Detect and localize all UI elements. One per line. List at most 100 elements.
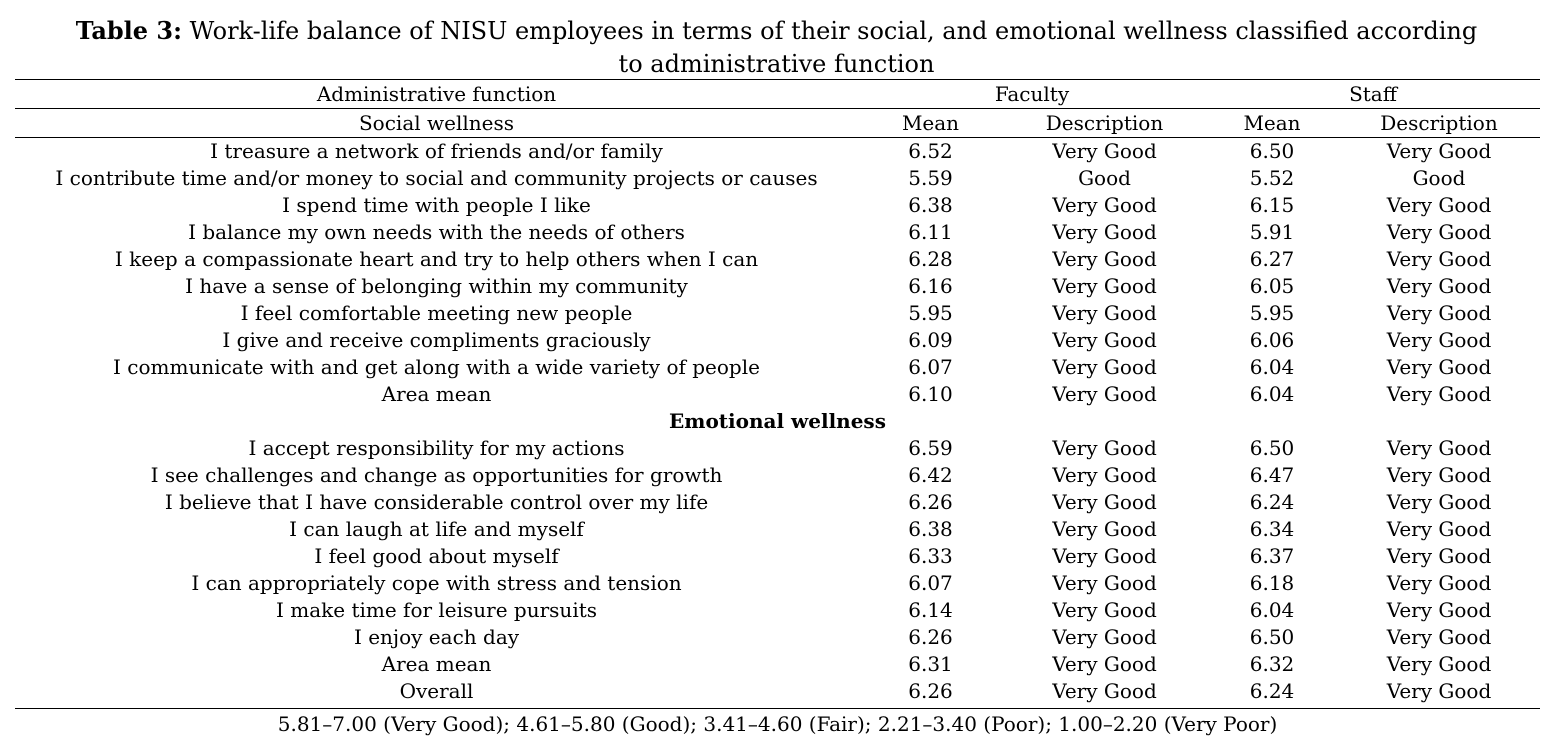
header-staff-description: Description xyxy=(1380,111,1498,135)
faculty-description: Very Good xyxy=(1052,517,1157,541)
staff-mean: 6.24 xyxy=(1249,490,1295,514)
staff-mean: 6.04 xyxy=(1249,598,1295,622)
staff-description: Very Good xyxy=(1386,274,1492,298)
staff-description: Very Good xyxy=(1386,328,1492,352)
faculty-mean: 6.28 xyxy=(908,247,953,271)
row-item: Area mean xyxy=(381,382,492,406)
faculty-mean: 6.38 xyxy=(908,193,953,217)
table-caption: Table 3: Work-life balance of NISU emplo… xyxy=(60,14,1493,81)
staff-mean: 5.95 xyxy=(1249,301,1295,325)
header-mid-rule xyxy=(15,108,1540,109)
faculty-mean: 6.26 xyxy=(908,625,953,649)
table-footnote: 5.81–7.00 (Very Good); 4.61–5.80 (Good);… xyxy=(277,712,1278,736)
header-staff: Staff xyxy=(1349,82,1397,106)
faculty-description: Very Good xyxy=(1052,355,1157,379)
faculty-description: Very Good xyxy=(1052,139,1157,163)
faculty-description: Very Good xyxy=(1052,274,1157,298)
faculty-description: Very Good xyxy=(1052,436,1157,460)
faculty-description: Very Good xyxy=(1052,598,1157,622)
faculty-description: Very Good xyxy=(1052,247,1157,271)
faculty-mean: 6.31 xyxy=(908,652,953,676)
staff-description: Very Good xyxy=(1386,679,1492,703)
faculty-description: Very Good xyxy=(1052,679,1157,703)
table-top-rule xyxy=(15,79,1540,80)
faculty-mean: 6.07 xyxy=(908,355,953,379)
staff-mean: 6.37 xyxy=(1249,544,1295,568)
faculty-mean: 6.09 xyxy=(908,328,953,352)
faculty-description: Good xyxy=(1078,166,1131,190)
staff-mean: 6.05 xyxy=(1249,274,1295,298)
faculty-description: Very Good xyxy=(1052,328,1157,352)
table-row: I can appropriately cope with stress and… xyxy=(15,570,1540,597)
faculty-mean: 6.16 xyxy=(908,274,953,298)
row-item: I can appropriately cope with stress and… xyxy=(191,571,682,595)
row-item: I communicate with and get along with a … xyxy=(113,355,760,379)
staff-mean: 6.50 xyxy=(1249,625,1295,649)
faculty-mean: 6.26 xyxy=(908,490,953,514)
staff-description: Very Good xyxy=(1386,544,1492,568)
staff-description: Very Good xyxy=(1386,517,1492,541)
faculty-mean: 6.33 xyxy=(908,544,953,568)
table-row: I balance my own needs with the needs of… xyxy=(15,219,1540,246)
row-item: I balance my own needs with the needs of… xyxy=(188,220,685,244)
emotional-wellness-heading: Emotional wellness xyxy=(669,409,886,433)
faculty-mean: 6.11 xyxy=(908,220,953,244)
table-row: Area mean 6.10 Very Good 6.04 Very Good xyxy=(15,381,1540,408)
staff-mean: 6.47 xyxy=(1249,463,1295,487)
table-row: I believe that I have considerable contr… xyxy=(15,489,1540,516)
staff-description: Very Good xyxy=(1386,598,1492,622)
table-caption-label: Table 3: xyxy=(75,16,182,45)
header-social-wellness: Social wellness xyxy=(358,111,514,135)
faculty-mean: 6.14 xyxy=(908,598,953,622)
staff-description: Very Good xyxy=(1386,436,1492,460)
faculty-description: Very Good xyxy=(1052,490,1157,514)
faculty-mean: 5.95 xyxy=(908,301,953,325)
faculty-description: Very Good xyxy=(1052,220,1157,244)
row-item: I treasure a network of friends and/or f… xyxy=(210,139,663,163)
row-item: I give and receive compliments graciousl… xyxy=(222,328,651,352)
staff-mean: 6.24 xyxy=(1249,679,1295,703)
header-faculty-description: Description xyxy=(1045,111,1164,135)
staff-description: Very Good xyxy=(1386,220,1492,244)
row-item: I have a sense of belonging within my co… xyxy=(185,274,688,298)
row-item: I feel comfortable meeting new people xyxy=(240,301,633,325)
faculty-description: Very Good xyxy=(1052,544,1157,568)
table-row: I make time for leisure pursuits 6.14 Very… xyxy=(15,597,1540,624)
faculty-description: Very Good xyxy=(1052,301,1157,325)
table-row: I feel comfortable meeting new people 5.9… xyxy=(15,300,1540,327)
faculty-description: Very Good xyxy=(1052,571,1157,595)
table-row: I contribute time and/or money to social… xyxy=(15,165,1540,192)
row-item: I keep a compassionate heart and try to … xyxy=(114,247,759,271)
row-item: I enjoy each day xyxy=(353,625,520,649)
row-item: I accept responsibility for my actions xyxy=(248,436,625,460)
header-row-group: Administrative function Faculty Staff xyxy=(15,80,1540,109)
faculty-mean: 6.10 xyxy=(908,382,953,406)
staff-mean: 5.52 xyxy=(1249,166,1295,190)
staff-description: Very Good xyxy=(1386,463,1492,487)
staff-description: Very Good xyxy=(1386,625,1492,649)
faculty-mean: 6.07 xyxy=(908,571,953,595)
row-item: I believe that I have considerable contr… xyxy=(164,490,709,514)
staff-mean: 6.27 xyxy=(1249,247,1295,271)
faculty-mean: 6.42 xyxy=(908,463,953,487)
staff-description: Very Good xyxy=(1386,571,1492,595)
table-row: I have a sense of belonging within my co… xyxy=(15,273,1540,300)
table-row: I enjoy each day 6.26 Very Good 6.50 Very Go… xyxy=(15,624,1540,651)
staff-description: Very Good xyxy=(1386,139,1492,163)
staff-mean: 6.34 xyxy=(1249,517,1295,541)
row-item: I spend time with people I like xyxy=(282,193,591,217)
faculty-description: Very Good xyxy=(1052,625,1157,649)
staff-mean: 6.50 xyxy=(1249,139,1295,163)
staff-mean: 6.18 xyxy=(1249,571,1295,595)
row-item: I make time for leisure pursuits xyxy=(275,598,598,622)
staff-description: Very Good xyxy=(1386,355,1492,379)
faculty-description: Very Good xyxy=(1052,463,1157,487)
table-row: I accept responsibility for my actions 6.… xyxy=(15,435,1540,462)
faculty-mean: 6.26 xyxy=(908,679,953,703)
faculty-description: Very Good xyxy=(1052,193,1157,217)
table-row: I give and receive compliments graciousl… xyxy=(15,327,1540,354)
staff-mean: 5.91 xyxy=(1249,220,1295,244)
staff-mean: 6.06 xyxy=(1249,328,1295,352)
staff-mean: 6.32 xyxy=(1249,652,1295,676)
